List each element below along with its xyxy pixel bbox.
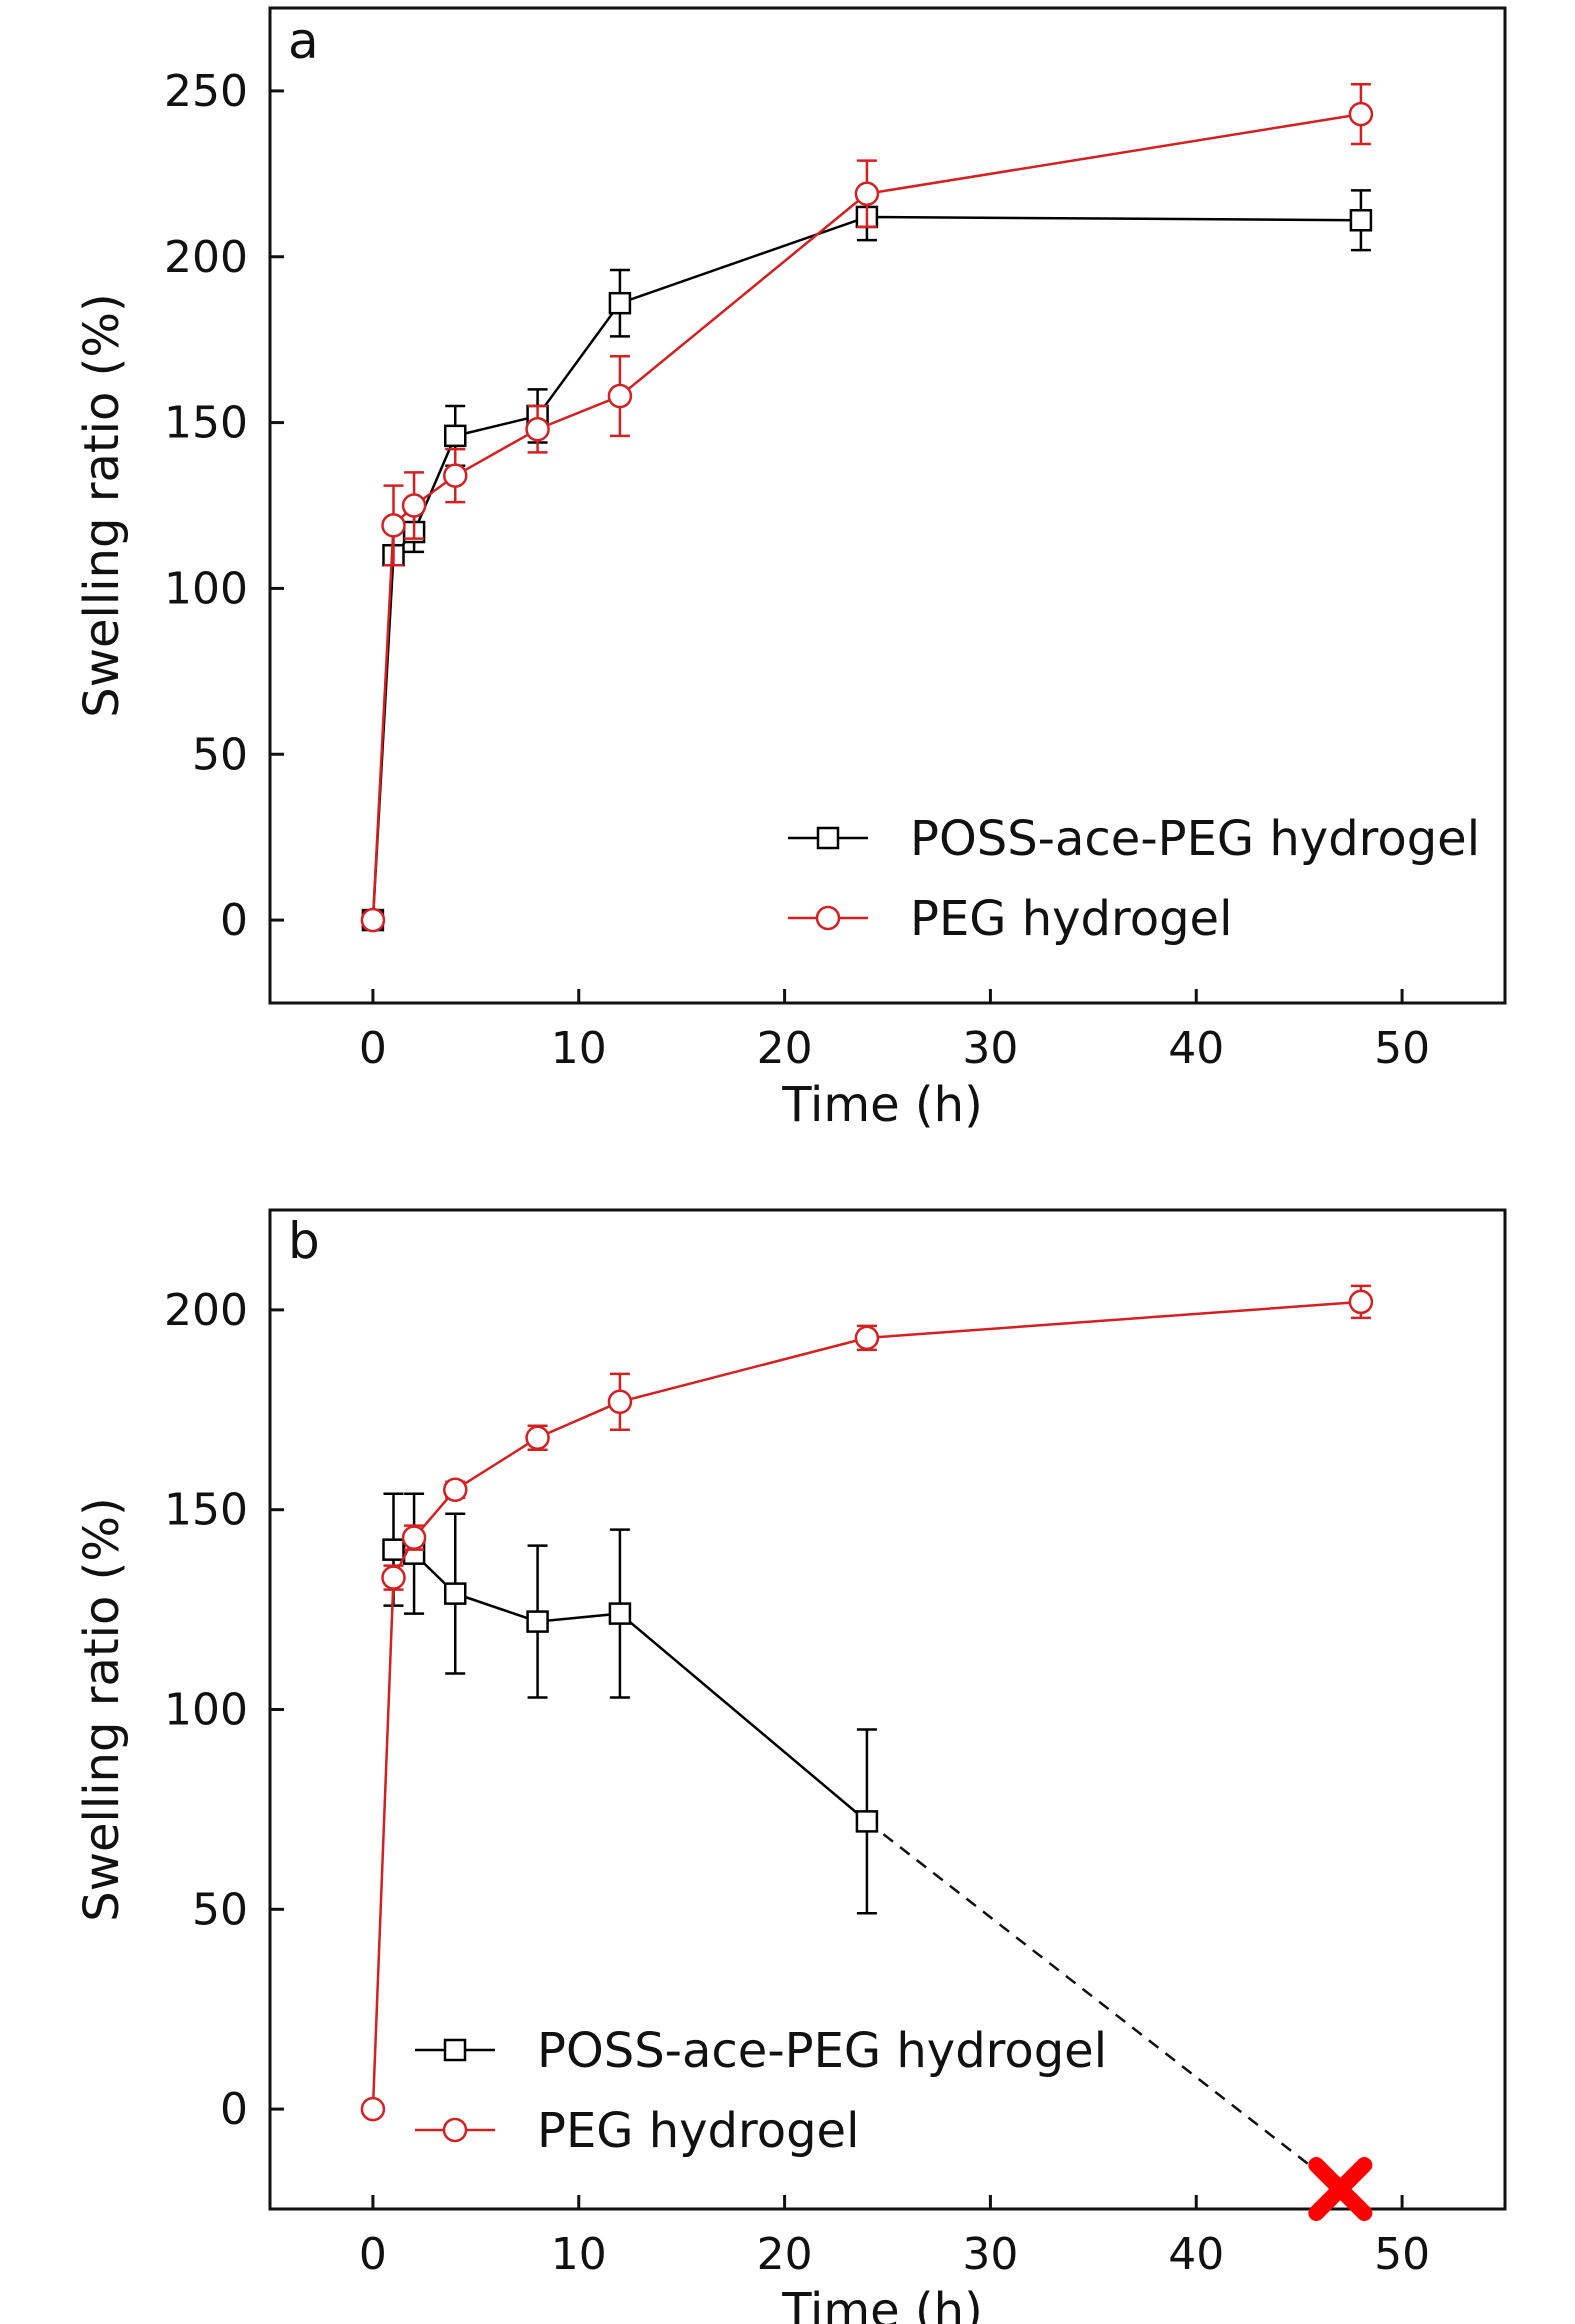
data-point-circle — [443, 1477, 468, 1502]
y-tick-label: 200 — [164, 232, 248, 283]
panel-a-chart: a 0 10 20 30 40 50 0 50 100 150 200 250 Time (h) Swell… — [74, 6, 1507, 1133]
x-tick-label: 10 — [551, 1023, 607, 1074]
legend-marker-circle — [815, 905, 841, 931]
data-point-circle — [854, 181, 880, 206]
data-point-square — [1349, 209, 1373, 232]
data-point-circle — [607, 1389, 633, 1415]
legend-marker-square — [816, 826, 840, 850]
data-point-circle — [607, 383, 633, 409]
x-axis-label: Time (h) — [781, 2283, 983, 2324]
extrapolation-dashed-line — [866, 1820, 1342, 2191]
x-tick-label: 20 — [757, 1023, 813, 1074]
y-tick-label: 100 — [164, 563, 248, 614]
x-tick-label: 50 — [1374, 2229, 1430, 2280]
legend-label: POSS-ace-PEG hydrogel — [910, 811, 1480, 867]
x-tick-label: 0 — [359, 2229, 387, 2280]
degradation-x-marker — [1308, 2157, 1373, 2222]
y-tick-label: 150 — [164, 398, 248, 449]
x-axis-label: Time (h) — [781, 1077, 983, 1133]
data-point-square — [608, 1602, 632, 1625]
data-point-circle — [401, 1525, 427, 1550]
data-point-circle — [525, 1425, 550, 1451]
data-point-circle — [381, 1565, 406, 1590]
legend-entry: POSS-ace-PEG hydrogel — [788, 811, 1480, 867]
legend-label: PEG hydrogel — [910, 891, 1232, 947]
data-point-circle — [360, 907, 386, 933]
y-axis-label: Swelling ratio (%) — [74, 1497, 130, 1921]
data-point-square — [382, 1538, 405, 1561]
data-point-circle — [1348, 101, 1374, 127]
data-point-square — [608, 291, 632, 315]
x-tick-label: 30 — [962, 2229, 1018, 2280]
panel-b-chart: b 0 10 20 30 40 50 0 50 100 150 200 Time (h) Swelling… — [74, 1208, 1507, 2324]
x-tick-label: 30 — [962, 1023, 1018, 1074]
data-point-circle — [381, 513, 406, 538]
data-point-square — [444, 1582, 467, 1605]
y-tick-label: 50 — [192, 729, 248, 780]
data-point-square — [444, 424, 467, 448]
data-point-square — [855, 1810, 879, 1833]
panel-letter: b — [288, 1212, 320, 1270]
x-tick-label: 20 — [757, 2229, 813, 2280]
series-peg — [360, 1284, 1374, 2122]
data-point-circle — [360, 2096, 386, 2122]
y-tick-label: 250 — [164, 66, 248, 117]
y-tick-label: 0 — [220, 2084, 248, 2135]
legend-entry: PEG hydrogel — [788, 891, 1232, 947]
x-tick-label: 0 — [359, 1023, 387, 1074]
y-tick-label: 0 — [220, 895, 248, 946]
legend-label: POSS-ace-PEG hydrogel — [537, 2023, 1107, 2079]
legend-entry: PEG hydrogel — [415, 2103, 859, 2159]
data-point-circle — [854, 1325, 880, 1351]
y-axis-label: Swelling ratio (%) — [74, 293, 130, 717]
legend-marker-square — [443, 2038, 467, 2062]
x-tick-label: 10 — [551, 2229, 607, 2280]
data-point-circle — [1348, 1289, 1374, 1315]
data-point-circle — [401, 493, 427, 518]
data-point-circle — [443, 463, 468, 488]
x-tick-label: 40 — [1168, 1023, 1224, 1074]
y-tick-label: 150 — [164, 1485, 248, 1536]
y-tick-label: 200 — [164, 1285, 248, 1336]
y-tick-label: 100 — [164, 1685, 248, 1736]
data-point-square — [526, 1610, 549, 1633]
series-peg — [360, 83, 1374, 933]
legend-marker-circle — [442, 2117, 468, 2143]
legend-label: PEG hydrogel — [537, 2103, 859, 2159]
y-tick-label: 50 — [192, 1884, 248, 1935]
plot-frame — [268, 6, 1507, 1005]
data-point-circle — [525, 416, 550, 442]
x-tick-label: 50 — [1374, 1023, 1430, 1074]
x-tick-label: 40 — [1168, 2229, 1224, 2280]
legend-entry: POSS-ace-PEG hydrogel — [415, 2023, 1107, 2079]
x-marker-stroke — [1308, 2157, 1373, 2222]
panel-letter: a — [288, 12, 319, 70]
